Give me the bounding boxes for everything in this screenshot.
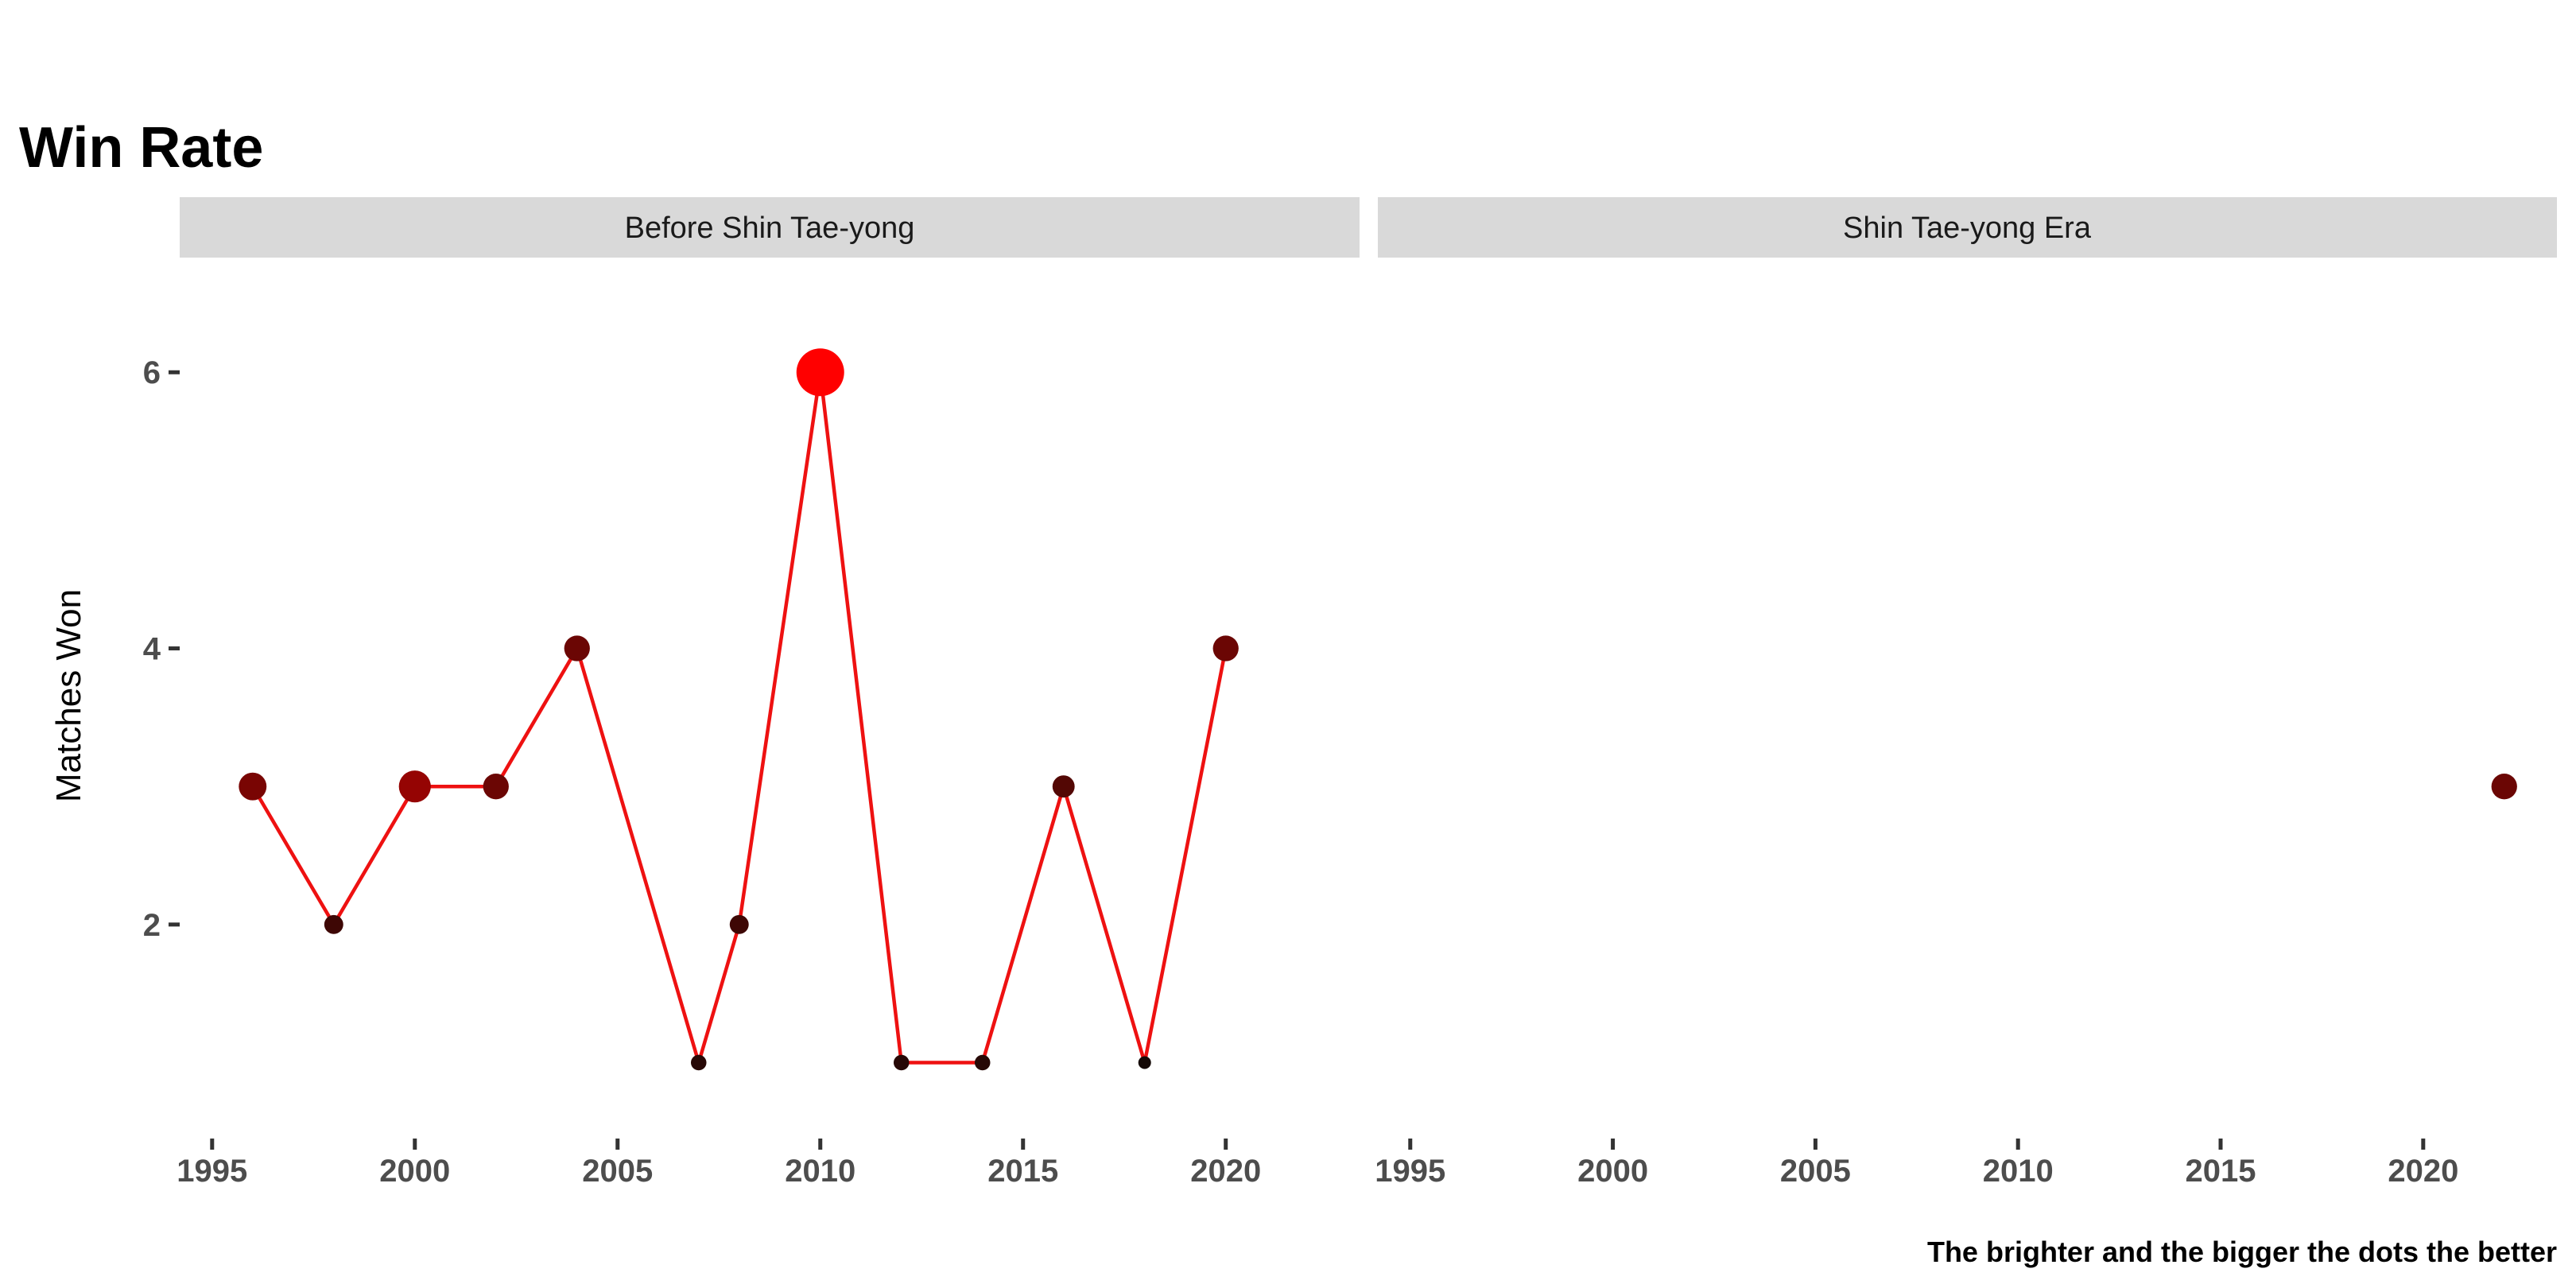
data-point-2022 (2491, 774, 2517, 800)
data-point-2016 (1052, 775, 1075, 798)
y-tick-label: 6 (143, 355, 161, 390)
data-point-2010 (796, 348, 844, 397)
x-tick-label: 2015 (987, 1154, 1058, 1189)
x-tick-label: 2020 (1190, 1154, 1261, 1189)
data-point-2014 (974, 1054, 991, 1071)
panel-strip-before (180, 197, 1360, 258)
x-tick-label: 1995 (1375, 1154, 1445, 1189)
data-point-2004 (564, 635, 590, 661)
x-tick-label: 2015 (2186, 1154, 2256, 1189)
data-point-2002 (483, 774, 509, 800)
data-point-1998 (324, 914, 343, 934)
panel-strip-shin-era (1378, 197, 2557, 258)
data-point-2007 (690, 1054, 707, 1071)
x-tick-label: 2005 (1780, 1154, 1851, 1189)
data-point-2012 (893, 1054, 910, 1071)
x-tick-label: 2010 (1983, 1154, 2054, 1189)
panel-before-shin-tae-yong: 1995 2000 2005 2010 2015 2020 (177, 348, 1261, 1189)
y-axis: 2 4 6 (143, 355, 180, 943)
data-point-2018 (1138, 1056, 1151, 1069)
chart-caption: The brighter and the bigger the dots the… (1927, 1236, 2557, 1268)
y-tick-label: 2 (143, 908, 161, 943)
chart-title: Win Rate (19, 116, 263, 180)
y-axis-label: Matches Won (49, 589, 88, 802)
x-tick-label: 2000 (1577, 1154, 1648, 1189)
y-tick-label: 4 (143, 632, 161, 667)
x-tick-label: 2000 (379, 1154, 450, 1189)
matches-won-line (250, 370, 1228, 1065)
panel-label-before: Before Shin Tae-yong (625, 211, 915, 245)
data-point-2008 (729, 914, 749, 934)
data-point-2020 (1212, 635, 1239, 661)
data-point-1996 (239, 772, 267, 801)
x-tick-label: 2020 (2388, 1154, 2458, 1189)
data-point-2000 (398, 770, 431, 803)
panel-label-shin-era: Shin Tae-yong Era (1843, 211, 2092, 245)
x-tick-label: 1995 (177, 1154, 247, 1189)
panel-shin-tae-yong-era: 1995 2000 2005 2010 2015 2020 (1375, 774, 2517, 1189)
x-tick-label: 2005 (582, 1154, 653, 1189)
x-tick-label: 2010 (785, 1154, 855, 1189)
